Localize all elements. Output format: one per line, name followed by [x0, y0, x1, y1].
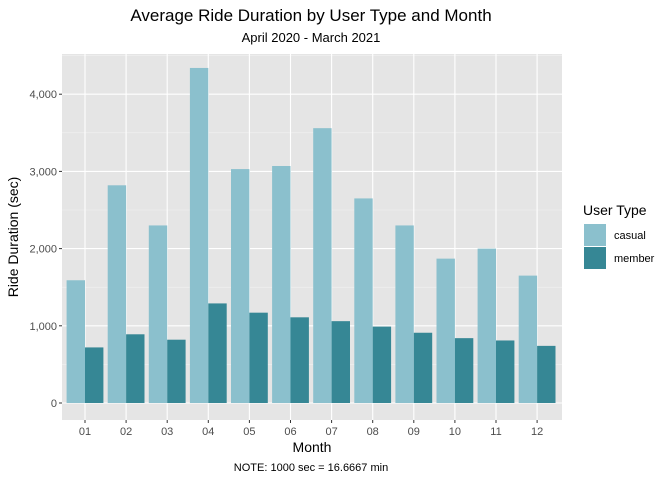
bar-member-07 — [331, 321, 350, 403]
x-axis: 01 02 03 04 05 06 07 08 09 10 11 12 — [79, 420, 543, 438]
y-tick-label: 3,000 — [29, 166, 57, 178]
chart-subtitle: April 2020 - March 2021 — [242, 30, 381, 45]
bar-casual-02 — [107, 185, 127, 403]
bar-member-02 — [126, 334, 145, 403]
bar-casual-09 — [395, 225, 414, 403]
x-tick-label: 11 — [490, 426, 501, 438]
bar-casual-12 — [518, 275, 538, 403]
bar-member-06 — [290, 317, 309, 403]
x-tick-label: 12 — [531, 426, 543, 438]
y-tick-label: 1,000 — [29, 321, 57, 333]
legend: User Type casual member — [583, 202, 655, 269]
chart-title: Average Ride Duration by User Type and M… — [130, 6, 491, 25]
legend-title: User Type — [583, 202, 647, 218]
bar-casual-06 — [272, 165, 291, 403]
bar-casual-03 — [148, 225, 168, 403]
bar-member-09 — [413, 332, 433, 403]
y-tick-label: 0 — [51, 398, 57, 410]
x-tick-label: 06 — [284, 426, 296, 438]
bar-member-03 — [167, 339, 186, 403]
x-tick-label: 02 — [120, 426, 132, 438]
x-axis-title: Month — [293, 439, 332, 455]
bar-casual-05 — [231, 169, 250, 403]
x-tick-label: 08 — [367, 426, 379, 438]
bar-casual-04 — [189, 67, 209, 404]
bar-casual-01 — [66, 280, 85, 403]
bar-member-04 — [208, 303, 227, 403]
y-axis: 0 1,000 2,000 3,000 4,000 — [29, 89, 62, 410]
y-tick-label: 4,000 — [29, 89, 57, 101]
x-tick-label: 04 — [202, 426, 214, 438]
legend-label-casual: casual — [614, 230, 646, 242]
bar-casual-07 — [313, 128, 332, 403]
x-tick-label: 07 — [325, 426, 337, 438]
legend-label-member: member — [614, 253, 655, 265]
bar-casual-11 — [477, 248, 496, 403]
legend-key-casual — [584, 224, 606, 246]
bar-member-11 — [496, 340, 515, 403]
y-tick-label: 2,000 — [29, 244, 57, 256]
x-tick-label: 03 — [161, 426, 173, 438]
x-tick-label: 05 — [243, 426, 255, 438]
x-tick-label: 09 — [408, 426, 420, 438]
bar-member-01 — [85, 347, 104, 403]
bar-member-12 — [537, 345, 556, 403]
bar-casual-08 — [354, 198, 373, 403]
legend-key-member — [584, 247, 606, 269]
x-tick-label: 10 — [449, 426, 461, 438]
chart-caption: NOTE: 1000 sec = 16.6667 min — [234, 462, 388, 474]
legend-items: casual member — [584, 224, 655, 269]
bar-member-08 — [372, 326, 392, 403]
bar-member-10 — [454, 338, 474, 403]
bar-member-05 — [249, 312, 268, 403]
x-tick-label: 01 — [79, 426, 91, 438]
bars — [66, 67, 556, 404]
y-axis-title: Ride Duration (sec) — [5, 177, 21, 298]
bar-casual-10 — [436, 258, 455, 403]
